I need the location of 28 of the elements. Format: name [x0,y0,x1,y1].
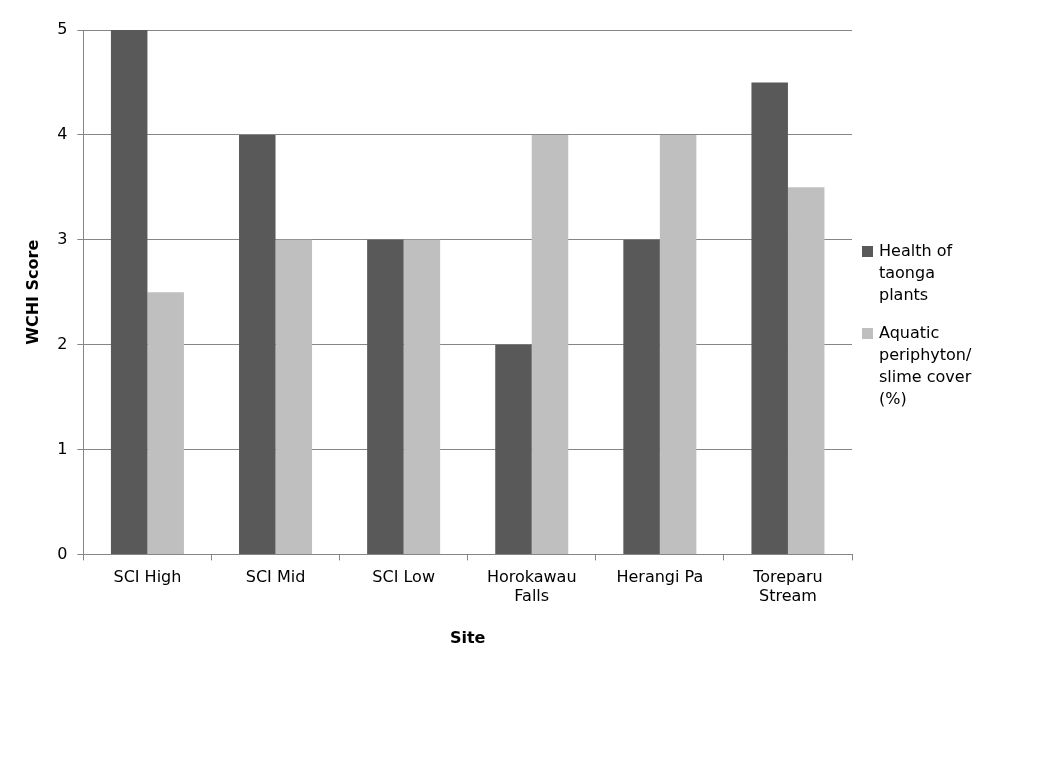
x-tick-label: Toreparu Stream [752,567,823,606]
bar [275,239,313,554]
y-tick-label: 1 [57,438,68,458]
legend-label: Aquatic periphyton/slime cover (%) [879,322,972,410]
y-tick-label: 2 [57,333,68,353]
legend-label: Health of taonga plants [879,240,954,306]
x-tick-label: SCI High [113,567,182,587]
y-axis-title: WCHI Score [22,239,42,345]
x-tick-label: Herangi Pa [616,567,704,587]
y-tick-label: 4 [57,124,68,144]
bar [623,239,660,554]
x-axis-title: Site [449,627,486,647]
bar [787,187,825,554]
y-tick-label: 5 [57,19,68,39]
x-tick-label: SCI Low [372,567,435,587]
bar [147,292,184,554]
x-tick-label: Horokawau Falls [486,567,577,606]
bar [403,239,441,554]
x-tick-label: SCI Mid [245,567,306,587]
bar [659,134,697,554]
bar [531,134,569,554]
y-tick-label: 3 [57,228,68,248]
bar [495,344,532,554]
bar [751,82,788,554]
bar [110,30,148,554]
y-tick-label: 0 [57,543,68,563]
bar [367,239,404,554]
bar [239,134,276,554]
